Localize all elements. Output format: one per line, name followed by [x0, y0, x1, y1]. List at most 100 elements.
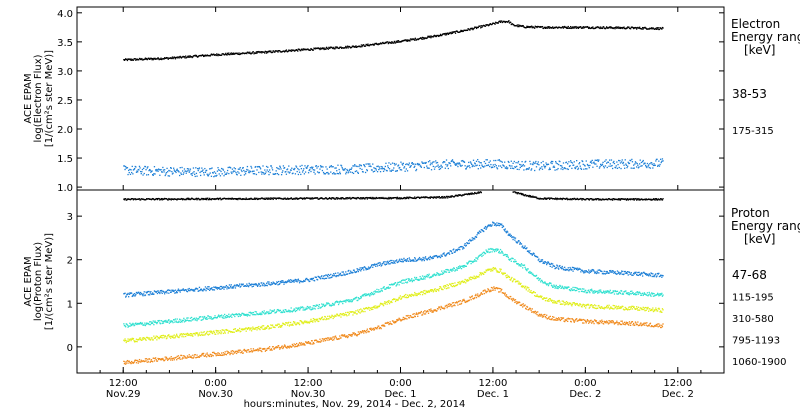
- series-point-175-315: [457, 165, 459, 168]
- series-point-310-580: [449, 269, 451, 271]
- series-point-175-315: [341, 167, 343, 169]
- series-point-310-580: [408, 279, 410, 281]
- series-point-38-53: [167, 58, 169, 60]
- series-point-795-1193: [189, 332, 192, 335]
- series-point-115-195: [239, 286, 241, 288]
- series-point-175-315: [303, 168, 305, 170]
- series-point-175-315: [129, 168, 131, 171]
- series-point-175-315: [180, 173, 183, 175]
- series-point-310-580: [616, 293, 618, 295]
- series-point-795-1193: [387, 300, 389, 303]
- series-point-38-53: [246, 52, 248, 55]
- series-point-175-315: [130, 169, 132, 171]
- series-point-310-580: [484, 252, 487, 255]
- series-point-38-53: [645, 27, 647, 30]
- series-point-38-53: [325, 48, 327, 50]
- series-point-115-195: [341, 271, 343, 273]
- series-point-115-195: [603, 270, 605, 272]
- series-point-115-195: [633, 273, 635, 275]
- series-point-175-315: [413, 166, 415, 169]
- legend-header: Energy range: [731, 219, 800, 233]
- series-point-175-315: [379, 171, 382, 173]
- series-point-310-580: [271, 309, 273, 312]
- series-point-310-580: [515, 260, 517, 263]
- series-point-310-580: [592, 290, 595, 292]
- series-point-175-315: [578, 163, 580, 165]
- series-point-175-315: [138, 165, 141, 168]
- series-point-47-68: [287, 198, 289, 200]
- series-point-175-315: [403, 166, 406, 168]
- series-point-175-315: [456, 162, 458, 164]
- series-point-310-580: [261, 310, 264, 313]
- series-point-795-1193: [387, 301, 389, 303]
- series-point-47-68: [363, 196, 365, 199]
- series-point-795-1193: [131, 337, 133, 340]
- series-point-38-53: [301, 48, 303, 50]
- series-point-175-315: [646, 162, 649, 165]
- series-point-795-1193: [279, 326, 282, 328]
- series-point-175-315: [534, 162, 536, 164]
- series-point-175-315: [499, 160, 501, 162]
- series-point-47-68: [303, 198, 305, 200]
- series-point-38-53: [384, 42, 386, 44]
- series-point-175-315: [206, 173, 208, 175]
- series-point-175-315: [173, 169, 175, 171]
- series-point-175-315: [522, 163, 524, 166]
- series-point-115-195: [172, 289, 174, 291]
- series-point-115-195: [213, 286, 215, 288]
- series-point-38-53: [239, 53, 241, 55]
- series-point-115-195: [230, 284, 232, 286]
- series-point-310-580: [507, 256, 509, 259]
- series-point-115-195: [635, 273, 638, 276]
- series-point-310-580: [341, 300, 343, 303]
- series-point-795-1193: [265, 327, 268, 330]
- series-point-175-315: [565, 161, 568, 163]
- series-point-175-315: [168, 169, 170, 172]
- series-point-175-315: [545, 162, 547, 164]
- series-point-175-315: [594, 163, 596, 165]
- series-point-310-580: [574, 286, 576, 289]
- series-point-115-195: [596, 270, 598, 273]
- series-point-47-68: [257, 198, 259, 200]
- series-point-115-195: [545, 262, 547, 264]
- series-point-310-580: [475, 257, 477, 259]
- series-point-310-580: [600, 289, 602, 291]
- series-point-115-195: [488, 225, 490, 227]
- series-point-115-195: [207, 286, 209, 288]
- series-point-115-195: [458, 246, 460, 249]
- series-point-115-195: [208, 289, 211, 291]
- series-point-795-1193: [298, 322, 300, 324]
- series-point-310-580: [634, 294, 637, 296]
- series-point-175-315: [223, 175, 225, 177]
- series-point-38-53: [531, 27, 533, 29]
- series-point-38-53: [265, 52, 268, 54]
- series-point-175-315: [619, 160, 621, 162]
- series-point-115-195: [439, 256, 441, 258]
- series-point-115-195: [138, 291, 140, 294]
- series-point-795-1193: [261, 325, 264, 327]
- series-point-38-53: [564, 25, 566, 28]
- series-point-115-195: [634, 272, 637, 274]
- series-point-38-53: [622, 27, 624, 30]
- series-point-175-315: [150, 171, 152, 173]
- series-point-795-1193: [141, 337, 144, 339]
- series-point-47-68: [361, 198, 363, 200]
- series-point-310-580: [310, 308, 313, 311]
- series-point-310-580: [369, 292, 372, 295]
- series-point-47-68: [303, 197, 306, 199]
- series-point-175-315: [238, 172, 240, 174]
- series-point-175-315: [353, 165, 355, 167]
- series-point-38-53: [351, 46, 353, 49]
- series-point-175-315: [585, 168, 587, 170]
- series-point-115-195: [540, 259, 542, 261]
- series-point-310-580: [433, 273, 436, 275]
- series-point-38-53: [287, 50, 289, 52]
- series-point-38-53: [577, 26, 579, 28]
- series-point-175-315: [433, 161, 435, 163]
- series-point-795-1193: [209, 330, 211, 332]
- series-point-38-53: [629, 28, 632, 30]
- series-point-115-195: [499, 223, 502, 226]
- series-point-795-1193: [154, 337, 156, 340]
- series-point-115-195: [518, 240, 520, 242]
- series-point-310-580: [545, 283, 547, 285]
